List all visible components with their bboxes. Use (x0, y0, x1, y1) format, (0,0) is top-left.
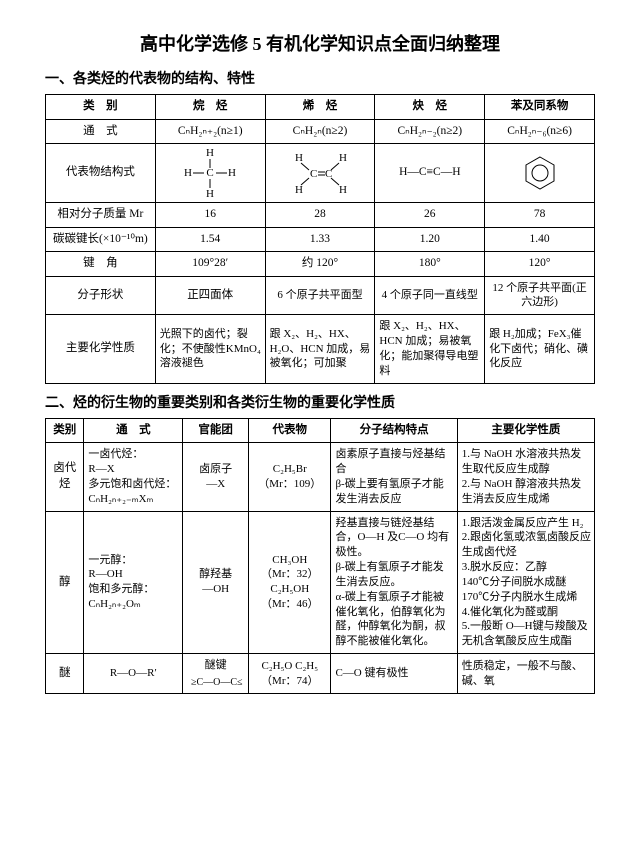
cell: CₙH₂ₙ₋₆(n≥6) (485, 119, 595, 144)
category-cell: 卤代烃 (46, 443, 84, 511)
structure-ethyne: H—C≡C—H (375, 144, 485, 203)
cell: 1.跟活泼金属反应产生 H₂ 2.跟卤化氢或浓氢卤酸反应生成卤代烃 3.脱水反应… (457, 511, 594, 654)
row-label: 相对分子质量 Mr (46, 203, 156, 228)
svg-text:H: H (339, 184, 347, 195)
ether-bond-icon: ≥C—O—C≤ (189, 673, 243, 689)
col-header: 炔 烃 (375, 95, 485, 120)
cell: 醚键 ≥C—O—C≤ (183, 654, 249, 694)
structure-methane: H H C H H (155, 144, 265, 203)
cell: 120° (485, 252, 595, 277)
cell: 1.54 (155, 227, 265, 252)
table-row: 通 式 CₙH₂ₙ₊₂(n≥1) CₙH₂ₙ(n≥2) CₙH₂ₙ₋₂(n≥2)… (46, 119, 595, 144)
table-row: 类 别 烷 烃 烯 烃 炔 烃 苯及同系物 (46, 95, 595, 120)
col-header: 通 式 (84, 418, 183, 443)
cell: 羟基直接与链烃基结合，O—H 及C—O 均有极性。 β-碳上有氢原子才能发生消去… (331, 511, 457, 654)
category-cell: 醚 (46, 654, 84, 694)
col-header: 烷 烃 (155, 95, 265, 120)
table-row: 卤代烃 一卤代烃： R—X 多元饱和卤代烃： CₙH₂ₙ₊₂₋ₘXₘ 卤原子 —… (46, 443, 595, 511)
cell: 跟 X₂、H₂、HX、HCN 加成；易被氧化；能加聚得导电塑料 (375, 315, 485, 383)
table-derivatives: 类别 通 式 官能团 代表物 分子结构特点 主要化学性质 卤代烃 一卤代烃： R… (45, 418, 595, 694)
svg-text:H: H (295, 152, 303, 164)
ether-group-label: 醚键 (186, 658, 245, 673)
svg-text:H: H (228, 167, 236, 179)
cell: 4 个原子同一直线型 (375, 276, 485, 315)
cell: 卤素原子直接与烃基结合 β-碳上要有氢原子才能发生消去反应 (331, 443, 457, 511)
svg-text:H: H (206, 148, 214, 159)
cell: 78 (485, 203, 595, 228)
cell: 109°28′ (155, 252, 265, 277)
cell: 性质稳定，一般不与酸、碱、氧 (457, 654, 594, 694)
cell: 一卤代烃： R—X 多元饱和卤代烃： CₙH₂ₙ₊₂₋ₘXₘ (84, 443, 183, 511)
row-label: 通 式 (46, 119, 156, 144)
row-label: 碳碳键长(×10⁻¹⁰m) (46, 227, 156, 252)
cell: 约 120° (265, 252, 375, 277)
cell: CₙH₂ₙ₋₂(n≥2) (375, 119, 485, 144)
cell: 6 个原子共平面型 (265, 276, 375, 315)
cell: R—O—R′ (84, 654, 183, 694)
cell: 1.20 (375, 227, 485, 252)
col-header: 类别 (46, 418, 84, 443)
row-label: 分子形状 (46, 276, 156, 315)
table-row: 类别 通 式 官能团 代表物 分子结构特点 主要化学性质 (46, 418, 595, 443)
cell: 180° (375, 252, 485, 277)
cell: 跟 H₂加成；FeX₃催化下卤代；硝化、磺化反应 (485, 315, 595, 383)
col-header: 代表物 (249, 418, 331, 443)
col-header: 类 别 (46, 95, 156, 120)
cell: 光照下的卤代；裂化；不使酸性KMnO₄溶液褪色 (155, 315, 265, 383)
cell: 28 (265, 203, 375, 228)
col-header: 主要化学性质 (457, 418, 594, 443)
cell: C₂H₅Br （Mr：109） (249, 443, 331, 511)
category-cell: 醇 (46, 511, 84, 654)
table-row: 碳碳键长(×10⁻¹⁰m) 1.54 1.33 1.20 1.40 (46, 227, 595, 252)
cell: 1.40 (485, 227, 595, 252)
cell: 1.与 NaOH 水溶液共热发生取代反应生成醇 2.与 NaOH 醇溶液共热发生… (457, 443, 594, 511)
cell: 16 (155, 203, 265, 228)
table-row: 键 角 109°28′ 约 120° 180° 120° (46, 252, 595, 277)
cell: 醇羟基 —OH (183, 511, 249, 654)
cell: 一元醇： R—OH 饱和多元醇： CₙH₂ₙ₊₂Oₘ (84, 511, 183, 654)
svg-text:C: C (310, 168, 317, 180)
table-row: 相对分子质量 Mr 16 28 26 78 (46, 203, 595, 228)
svg-text:H: H (295, 184, 303, 195)
table-row: 主要化学性质 光照下的卤代；裂化；不使酸性KMnO₄溶液褪色 跟 X₂、H₂、H… (46, 315, 595, 383)
svg-text:≥C—O—C≤: ≥C—O—C≤ (191, 677, 243, 688)
row-label: 代表物结构式 (46, 144, 156, 203)
table-row: 分子形状 正四面体 6 个原子共平面型 4 个原子同一直线型 12 个原子共平面… (46, 276, 595, 315)
row-label: 主要化学性质 (46, 315, 156, 383)
svg-text:H: H (184, 167, 192, 179)
table-row: 醚 R—O—R′ 醚键 ≥C—O—C≤ C₂H₅O C₂H₅ （Mr：74） C… (46, 654, 595, 694)
structure-ethene: H H C C H H (265, 144, 375, 203)
cell: C—O 键有极性 (331, 654, 457, 694)
row-label: 键 角 (46, 252, 156, 277)
cell: 卤原子 —X (183, 443, 249, 511)
col-header: 分子结构特点 (331, 418, 457, 443)
col-header: 烯 烃 (265, 95, 375, 120)
cell: 跟 X₂、H₂、HX、H₂O、HCN 加成，易被氧化；可加聚 (265, 315, 375, 383)
col-header: 官能团 (183, 418, 249, 443)
cell: 26 (375, 203, 485, 228)
cell: 正四面体 (155, 276, 265, 315)
page-title: 高中化学选修 5 有机化学知识点全面归纳整理 (45, 30, 595, 56)
table-row: 醇 一元醇： R—OH 饱和多元醇： CₙH₂ₙ₊₂Oₘ 醇羟基 —OH CH₃… (46, 511, 595, 654)
structure-benzene (485, 144, 595, 203)
cell: CₙH₂ₙ₊₂(n≥1) (155, 119, 265, 144)
svg-text:H: H (206, 188, 214, 198)
cell: 1.33 (265, 227, 375, 252)
table-hydrocarbons: 类 别 烷 烃 烯 烃 炔 烃 苯及同系物 通 式 CₙH₂ₙ₊₂(n≥1) C… (45, 94, 595, 384)
table-row: 代表物结构式 H H C H H H H C (46, 144, 595, 203)
cell: C₂H₅O C₂H₅ （Mr：74） (249, 654, 331, 694)
cell: CₙH₂ₙ(n≥2) (265, 119, 375, 144)
cell: 12 个原子共平面(正六边形) (485, 276, 595, 315)
section-2-title: 二、烃的衍生物的重要类别和各类衍生物的重要化学性质 (45, 392, 595, 412)
svg-text:H: H (339, 152, 347, 164)
section-1-title: 一、各类烃的代表物的结构、特性 (45, 68, 595, 88)
col-header: 苯及同系物 (485, 95, 595, 120)
svg-text:C: C (207, 167, 214, 179)
cell: CH₃OH （Mr：32） C₂H₅OH （Mr：46） (249, 511, 331, 654)
